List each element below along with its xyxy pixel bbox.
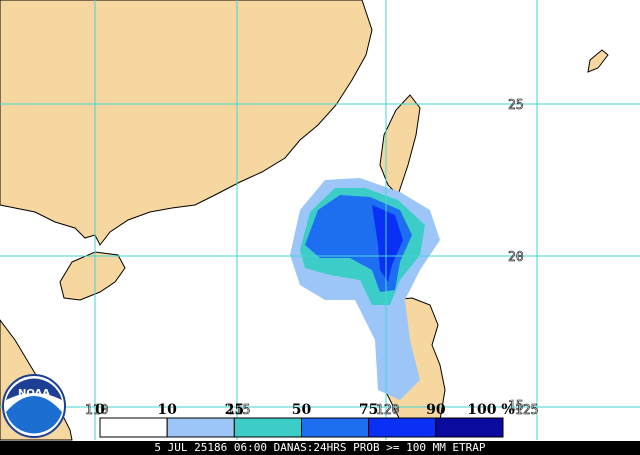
footer-bar (0, 441, 640, 455)
lon-label: 125 (515, 403, 538, 418)
legend-label: 25 (225, 402, 244, 418)
lon-label: 120 (376, 403, 399, 418)
legend-swatch (99, 417, 168, 438)
legend-label: 50 (292, 402, 312, 418)
logo: NOAA (2, 374, 66, 438)
legend-label: 0 (95, 402, 105, 418)
legend-label: 90 (426, 402, 446, 418)
legend-swatch (301, 417, 370, 438)
lon-label: 115 (227, 403, 250, 418)
lat-label: 20 (508, 250, 524, 265)
legend-label: 100 % (467, 402, 514, 418)
lat-label: 25 (508, 98, 524, 113)
land (0, 0, 373, 246)
legend-label: 10 (157, 402, 177, 418)
legend-swatch (368, 417, 437, 438)
logo-text: NOAA (18, 388, 50, 399)
legend: 0 10 25 50 75 90 100 % (95, 402, 515, 438)
lon-label: 110 (85, 403, 108, 418)
legend-swatch (166, 417, 235, 438)
lat-label: 15 (508, 399, 524, 414)
graticule (0, 0, 640, 440)
precip-area (372, 205, 403, 282)
land (59, 251, 126, 301)
land (587, 49, 609, 73)
legend-swatch (435, 417, 504, 438)
legend-label: 75 (359, 402, 378, 418)
footer-title: 5 JUL 25186 06:00 DANAS:24HRS PROB >= 10… (154, 441, 486, 454)
legend-swatch (233, 417, 302, 438)
